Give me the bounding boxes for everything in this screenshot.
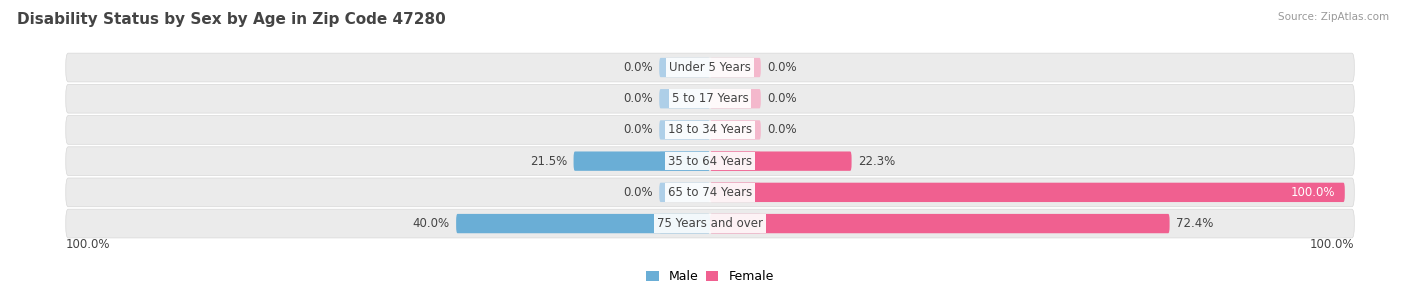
FancyBboxPatch shape xyxy=(710,58,761,77)
FancyBboxPatch shape xyxy=(710,183,761,202)
Text: 72.4%: 72.4% xyxy=(1175,217,1213,230)
FancyBboxPatch shape xyxy=(710,214,1170,233)
Text: Source: ZipAtlas.com: Source: ZipAtlas.com xyxy=(1278,12,1389,22)
FancyBboxPatch shape xyxy=(66,53,1354,82)
FancyBboxPatch shape xyxy=(66,209,1354,238)
Text: 100.0%: 100.0% xyxy=(1310,238,1354,251)
Text: 0.0%: 0.0% xyxy=(768,61,797,74)
Legend: Male, Female: Male, Female xyxy=(641,265,779,288)
FancyBboxPatch shape xyxy=(456,214,710,233)
Text: 0.0%: 0.0% xyxy=(768,92,797,105)
Text: 0.0%: 0.0% xyxy=(623,124,652,136)
FancyBboxPatch shape xyxy=(710,152,761,171)
Text: 100.0%: 100.0% xyxy=(66,238,110,251)
FancyBboxPatch shape xyxy=(66,147,1354,175)
FancyBboxPatch shape xyxy=(710,152,852,171)
FancyBboxPatch shape xyxy=(659,183,710,202)
FancyBboxPatch shape xyxy=(710,214,761,233)
Text: 100.0%: 100.0% xyxy=(1291,186,1336,199)
Text: 5 to 17 Years: 5 to 17 Years xyxy=(672,92,748,105)
Text: 40.0%: 40.0% xyxy=(412,217,450,230)
Text: 0.0%: 0.0% xyxy=(623,186,652,199)
FancyBboxPatch shape xyxy=(659,152,710,171)
FancyBboxPatch shape xyxy=(574,152,710,171)
Text: 0.0%: 0.0% xyxy=(623,92,652,105)
Text: 18 to 34 Years: 18 to 34 Years xyxy=(668,124,752,136)
Text: 75 Years and over: 75 Years and over xyxy=(657,217,763,230)
Text: 0.0%: 0.0% xyxy=(623,61,652,74)
Text: 22.3%: 22.3% xyxy=(858,155,896,168)
FancyBboxPatch shape xyxy=(659,214,710,233)
FancyBboxPatch shape xyxy=(659,89,710,108)
Text: Under 5 Years: Under 5 Years xyxy=(669,61,751,74)
FancyBboxPatch shape xyxy=(66,84,1354,113)
FancyBboxPatch shape xyxy=(659,120,710,140)
FancyBboxPatch shape xyxy=(710,89,761,108)
FancyBboxPatch shape xyxy=(710,183,1344,202)
FancyBboxPatch shape xyxy=(710,120,761,140)
Text: 65 to 74 Years: 65 to 74 Years xyxy=(668,186,752,199)
FancyBboxPatch shape xyxy=(66,116,1354,144)
FancyBboxPatch shape xyxy=(659,58,710,77)
Text: 0.0%: 0.0% xyxy=(768,124,797,136)
Text: 21.5%: 21.5% xyxy=(530,155,567,168)
Text: 35 to 64 Years: 35 to 64 Years xyxy=(668,155,752,168)
Text: Disability Status by Sex by Age in Zip Code 47280: Disability Status by Sex by Age in Zip C… xyxy=(17,12,446,27)
FancyBboxPatch shape xyxy=(66,178,1354,207)
